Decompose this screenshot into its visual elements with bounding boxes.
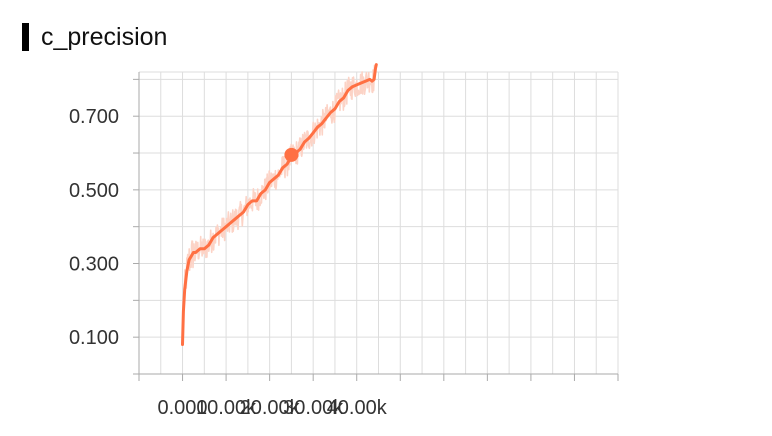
chart-title: c_precision — [41, 22, 168, 51]
tick-labels: 0.100 0.300 0.500 0.700 0.00010.00k20.00k30.… — [69, 106, 388, 419]
highlight-point[interactable] — [284, 147, 299, 162]
axes — [133, 72, 619, 381]
highlight-layer[interactable] — [284, 147, 299, 162]
chart-header: c_precision — [22, 22, 167, 52]
title-marker — [22, 23, 29, 51]
y-tick-label: 0.500 — [69, 180, 119, 202]
y-tick-label: 0.700 — [69, 106, 119, 128]
x-tick-label: 10.00k — [196, 397, 257, 419]
y-tick-label: 0.100 — [69, 327, 119, 349]
x-tick-label: 0.000 — [158, 397, 208, 419]
x-tick-label: 40.00k — [327, 397, 388, 419]
x-tick-label: 20.00k — [240, 397, 301, 419]
grid — [138, 71, 619, 375]
raw-line — [182, 64, 376, 312]
smoothed-series[interactable] — [181, 63, 378, 346]
raw-series — [182, 64, 376, 312]
smoothed-line[interactable] — [181, 63, 378, 346]
x-tick-label: 30.00k — [283, 397, 344, 419]
y-tick-label: 0.300 — [69, 254, 119, 276]
